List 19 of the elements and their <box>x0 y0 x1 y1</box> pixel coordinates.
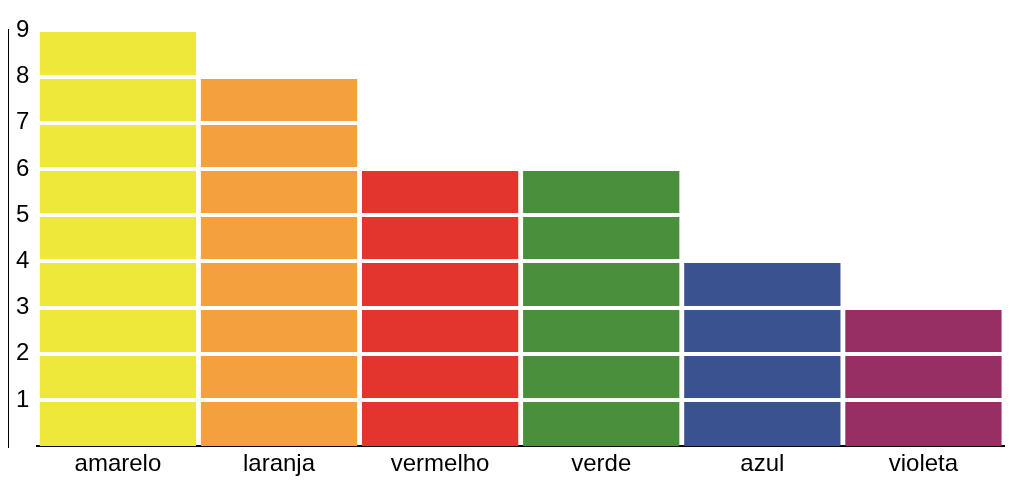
y-tick-label: 4 <box>15 246 30 274</box>
y-tick-label: 6 <box>15 153 30 181</box>
x-tick-label: verde <box>571 449 632 477</box>
bar <box>361 169 519 447</box>
y-tick-label: 9 <box>15 15 30 43</box>
x-tick-label: laranja <box>242 449 316 477</box>
bar <box>845 307 1002 447</box>
y-tick-label: 1 <box>15 384 30 412</box>
x-tick-label: vermelho <box>390 449 490 477</box>
bar <box>684 261 841 447</box>
x-tick-label: amarelo <box>74 449 162 477</box>
y-tick-label: 8 <box>15 61 30 89</box>
x-tick-label: violeta <box>888 449 959 477</box>
y-tick-label: 7 <box>15 107 30 135</box>
y-tick-label: 2 <box>15 338 30 366</box>
y-tick-label: 5 <box>15 199 30 227</box>
y-tick-label: 3 <box>15 292 30 320</box>
x-tick-label: azul <box>740 449 785 477</box>
bar <box>523 169 680 447</box>
